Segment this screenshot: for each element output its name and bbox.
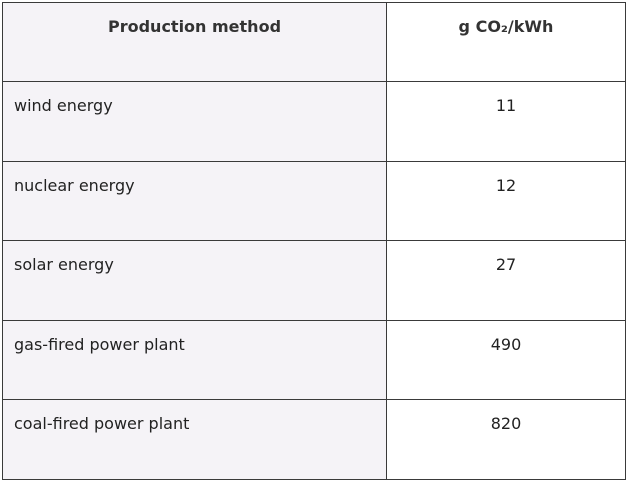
method-cell: nuclear energy <box>2 160 387 241</box>
method-cell: coal-fired power plant <box>2 399 387 480</box>
header-cell: g CO₂/kWh <box>386 2 626 82</box>
value-cell: 820 <box>386 399 626 480</box>
value-cell: 27 <box>386 240 626 321</box>
header-cell: Production method <box>2 2 387 82</box>
value-cell: 11 <box>386 81 626 162</box>
method-cell: wind energy <box>2 81 387 162</box>
value-cell: 12 <box>386 160 626 241</box>
method-cell: gas-fired power plant <box>2 319 387 400</box>
method-cell: solar energy <box>2 240 387 321</box>
value-cell: 490 <box>386 319 626 400</box>
